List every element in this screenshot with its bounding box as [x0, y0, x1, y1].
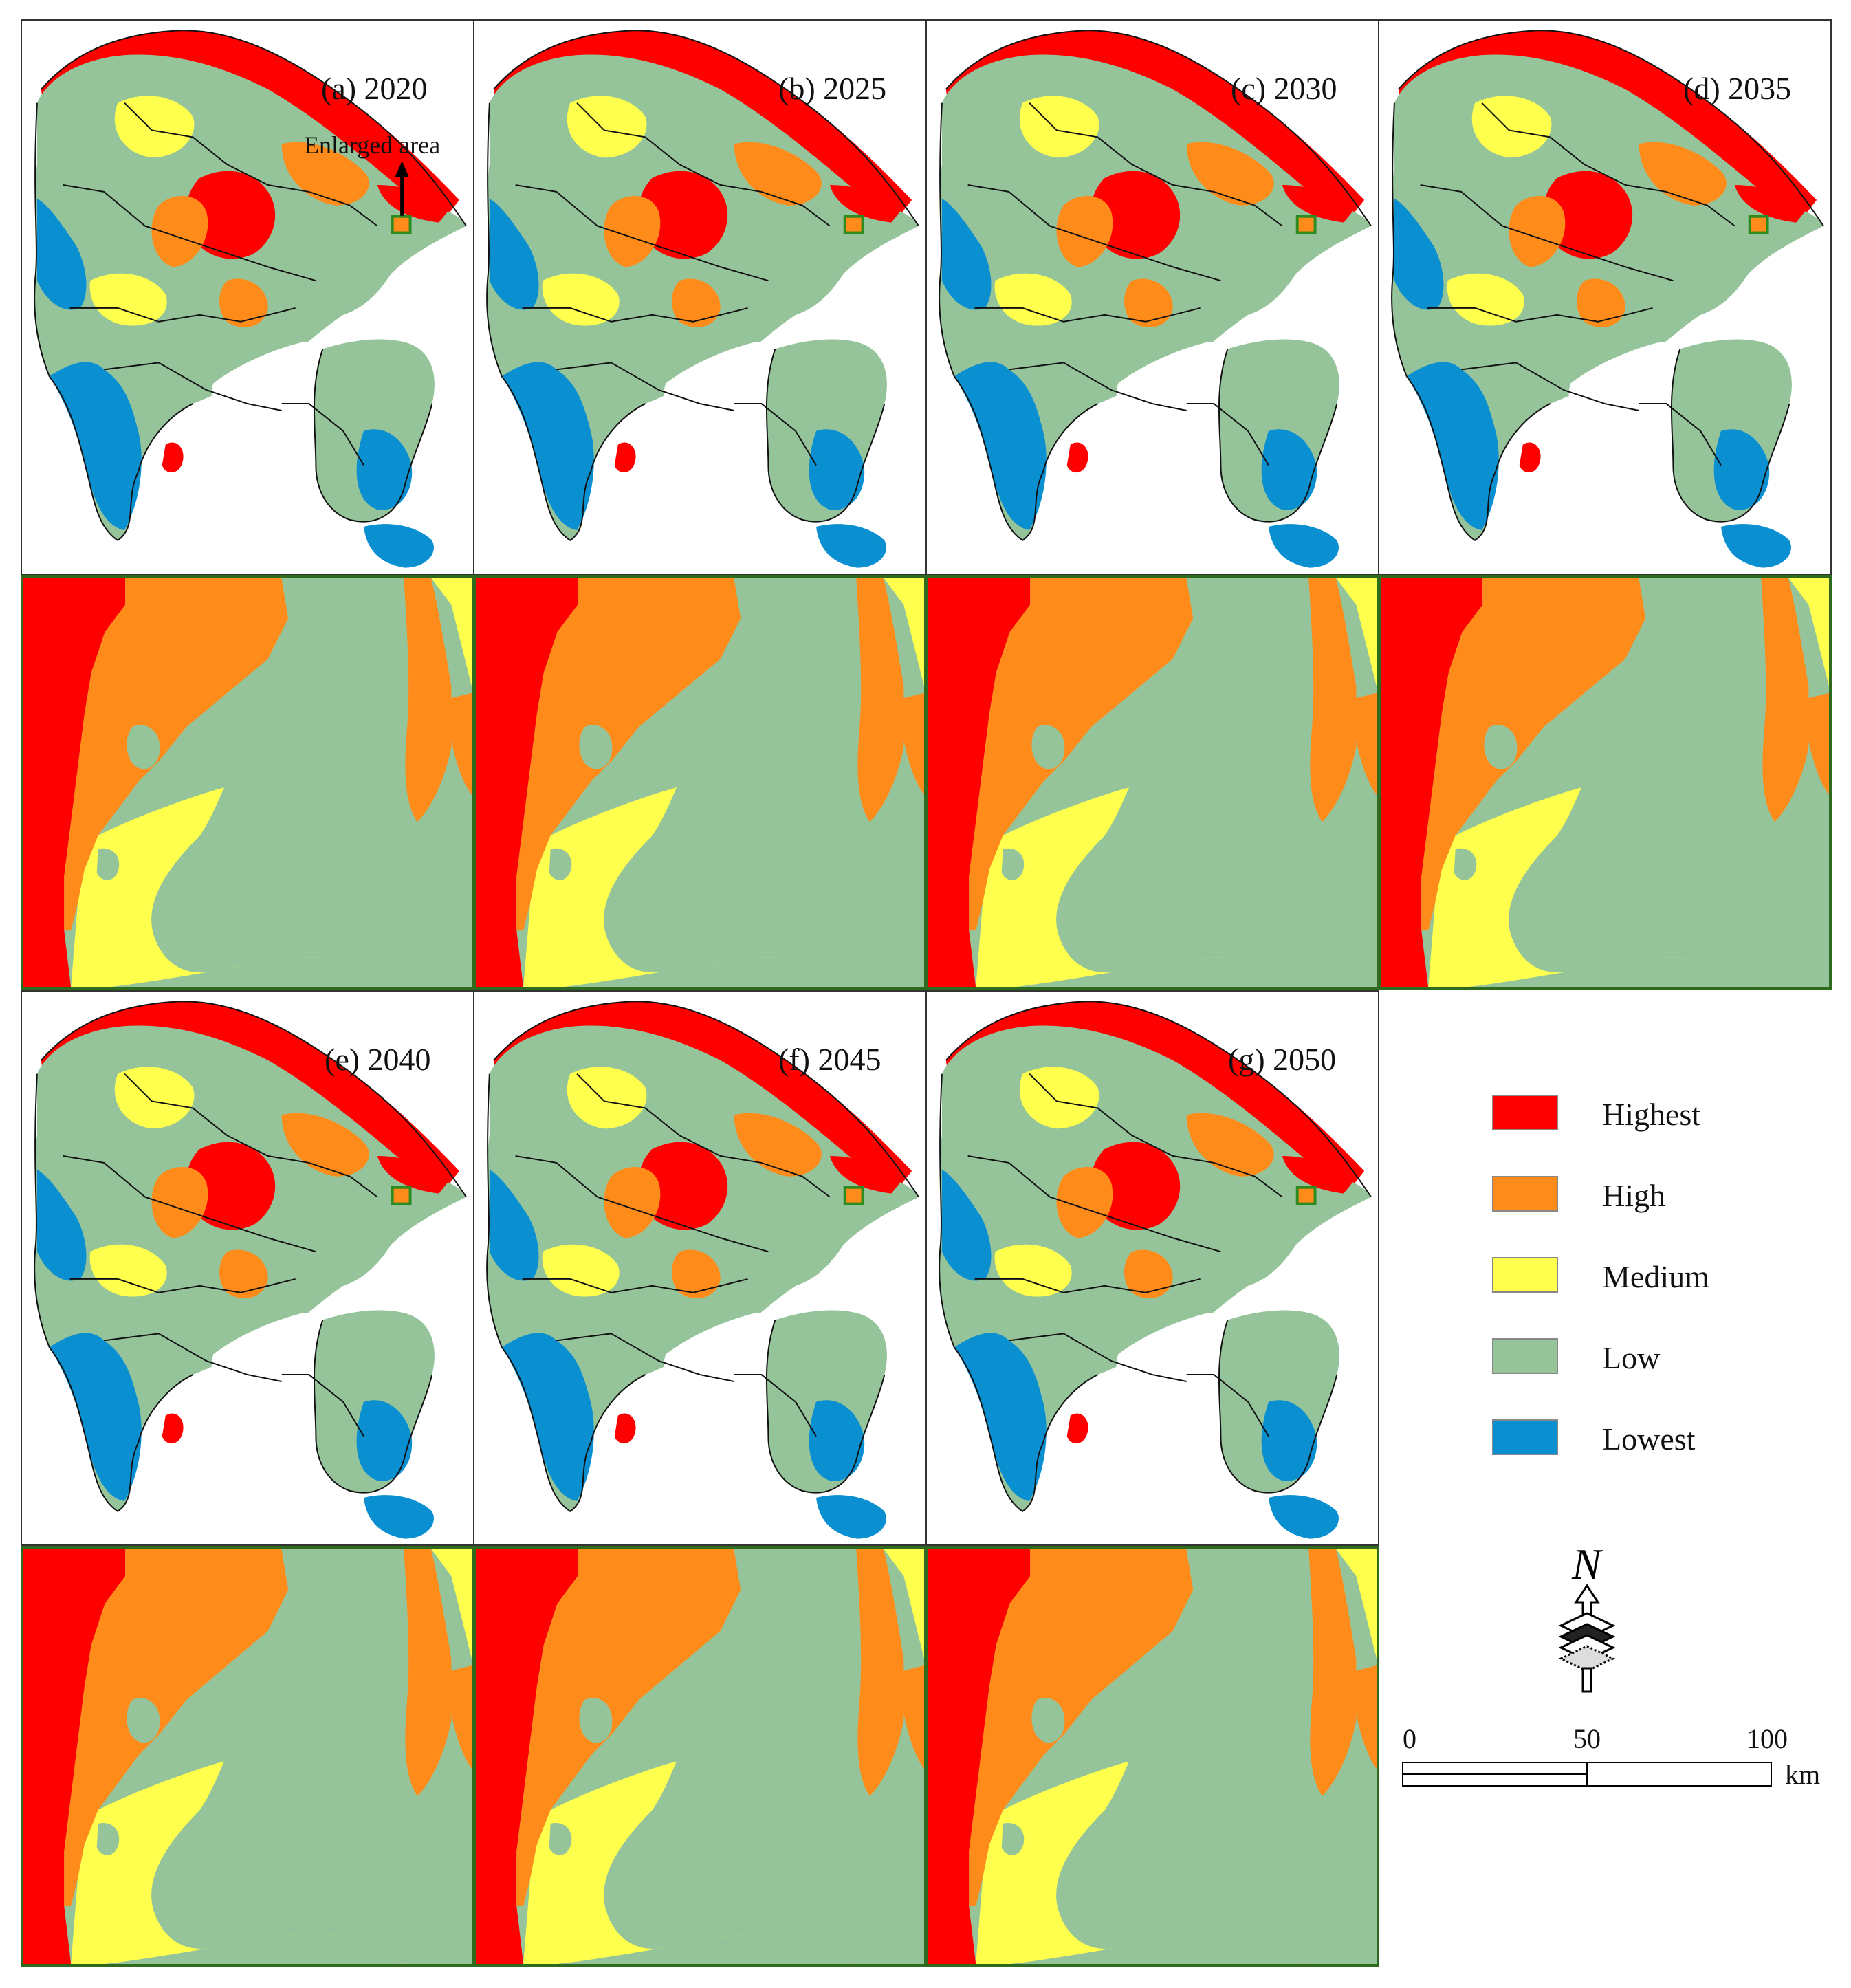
- zoom-map-f: [476, 1549, 924, 1964]
- zoom-panel-d: [1378, 575, 1832, 990]
- zoom-base: [1381, 578, 1829, 987]
- zoom-base: [23, 1549, 472, 1964]
- zoom-base: [928, 578, 1377, 987]
- map-panel-c: (c) 2030: [926, 19, 1379, 575]
- map-shape: [938, 1000, 1373, 1540]
- map-panel-f: (f) 2045: [473, 990, 927, 1546]
- zoom-map-d: [1381, 578, 1829, 987]
- legend-swatch-high: [1492, 1176, 1558, 1212]
- legend-label-lowest: Lowest: [1602, 1421, 1696, 1456]
- legend-label-high: High: [1602, 1178, 1665, 1213]
- zoom-panel-g: [926, 1546, 1379, 1967]
- zoom-base: [23, 578, 472, 987]
- panel-label-a: (a) 2020: [321, 71, 428, 106]
- panel-label-e: (e) 2040: [325, 1042, 431, 1077]
- scale-tick-100: 100: [1746, 1723, 1788, 1754]
- map-panel-b: (b) 2025: [473, 19, 927, 575]
- panel-label-c: (c) 2030: [1231, 71, 1337, 106]
- legend-label-highest: Highest: [1602, 1097, 1701, 1132]
- scale-bar: 0 50 100 km: [1396, 1723, 1836, 1819]
- legend: Highest High Medium Low Lowest: [1492, 1095, 1795, 1480]
- legend-swatch-highest: [1492, 1095, 1558, 1130]
- map-shape: [1390, 29, 1826, 569]
- map-panel-e: (e) 2040: [21, 990, 474, 1546]
- zoom-panel-b: [473, 575, 927, 990]
- zoom-base: [476, 1549, 924, 1964]
- panel-label-g: (g) 2050: [1228, 1042, 1337, 1077]
- map-shape: [33, 29, 468, 569]
- panel-label-d: (d) 2035: [1683, 71, 1792, 106]
- zoom-map-e: [23, 1549, 472, 1964]
- scale-tick-0: 0: [1403, 1723, 1416, 1754]
- map-shape: [938, 29, 1373, 569]
- north-letter: N: [1571, 1540, 1603, 1588]
- panel-label-f: (f) 2045: [778, 1042, 881, 1077]
- map-panel-a: (a) 2020 Enlarged area: [21, 19, 474, 575]
- scale-tick-50: 50: [1573, 1723, 1601, 1754]
- legend-label-low: Low: [1602, 1340, 1661, 1375]
- zoom-panel-a: [21, 575, 474, 990]
- zoom-map-c: [928, 578, 1377, 987]
- map-panel-g: (g) 2050: [926, 990, 1379, 1546]
- scale-unit: km: [1785, 1759, 1821, 1790]
- zoom-panel-e: [21, 1546, 474, 1967]
- map-shape: [485, 29, 921, 569]
- legend-swatch-low: [1492, 1338, 1558, 1374]
- zoom-panel-c: [926, 575, 1379, 990]
- north-arrow: N: [1546, 1539, 1628, 1697]
- zoom-map-g: [928, 1549, 1377, 1964]
- zoom-panel-f: [473, 1546, 927, 1967]
- zoom-base: [928, 1549, 1377, 1964]
- zoom-map-b: [476, 578, 924, 987]
- legend-swatch-medium: [1492, 1257, 1558, 1293]
- zoom-map-a: [23, 578, 472, 987]
- scale-bar-graphic: [1402, 1762, 1772, 1787]
- map-shape: [485, 1000, 921, 1540]
- legend-swatch-lowest: [1492, 1419, 1558, 1455]
- north-arrow-icon: N: [1558, 1540, 1616, 1693]
- panel-label-b: (b) 2025: [778, 71, 887, 106]
- enlarged-area-label: Enlarged area: [304, 131, 441, 159]
- map-shape: [33, 1000, 468, 1540]
- zoom-base: [476, 578, 924, 987]
- map-panel-d: (d) 2035: [1378, 19, 1832, 575]
- legend-label-medium: Medium: [1602, 1259, 1709, 1294]
